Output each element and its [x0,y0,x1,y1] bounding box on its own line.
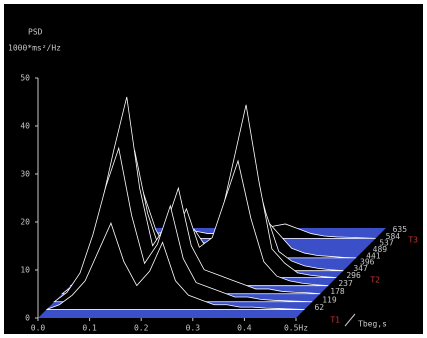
z-tick-label: 296 [346,271,361,280]
z-tick-label: 537 [379,238,394,247]
x-tick-label: 0.5Hz [284,324,308,333]
spectrum [46,222,305,310]
z-tick-label: 62 [314,303,324,312]
x-tick-label: 0.0 [31,324,46,333]
z-tick-label: 119 [322,295,337,304]
z-axis-label: Tbeg,s [358,320,387,329]
y-tick-label: 10 [20,266,30,275]
z-tick-label: 396 [360,258,375,267]
x-tick-label: 0.4 [237,324,252,333]
y-tick-label: 0 [25,314,30,323]
z-tick-label: 441 [366,251,381,260]
y-tick-label: 30 [20,170,30,179]
z-tick-label: 635 [393,225,408,234]
z-tick-label: 347 [353,264,368,273]
y-tick-label: 20 [20,218,30,227]
y-tick-label: 40 [20,122,30,131]
z-tick-label: 489 [373,245,388,254]
annotation: T3 [408,236,418,245]
y-tick-label: 50 [20,74,30,83]
annotation: T2 [370,276,380,285]
annotation: T1 [330,316,340,325]
chart-title: PSD [28,28,43,37]
x-tick-label: 0.1 [82,324,97,333]
x-tick-label: 0.2 [134,324,149,333]
z-tick-label: 178 [330,287,345,296]
z-tick-label: 584 [386,232,401,241]
x-tick-label: 0.3 [186,324,201,333]
z-axis-arrow [344,313,356,327]
z-tick-label: 237 [338,279,353,288]
y-axis-label: 1000*ms²/Hz [8,44,61,53]
